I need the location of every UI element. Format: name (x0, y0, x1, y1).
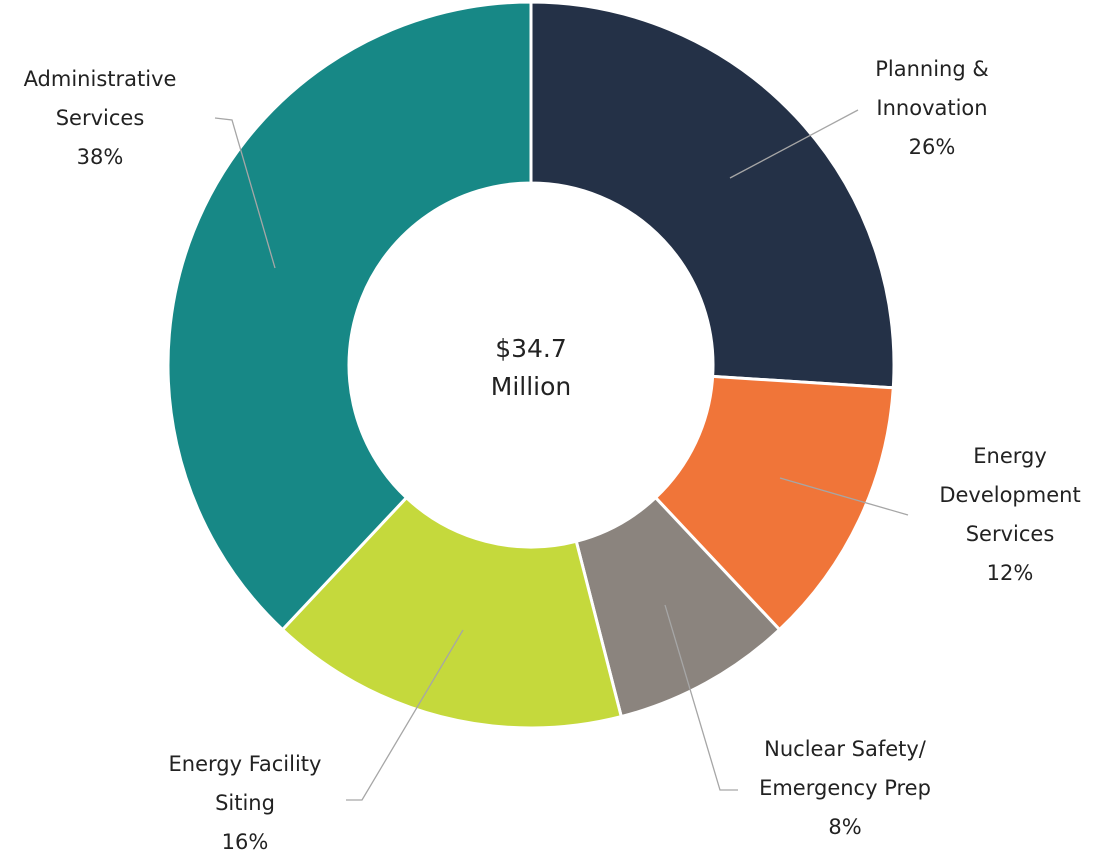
slice-label: Planning & Innovation (875, 57, 989, 120)
slice-label: Nuclear Safety/Emergency Prep (759, 737, 931, 800)
slice-label: Energy Facility Siting (169, 752, 322, 815)
center-label: $34.7 Million (491, 334, 572, 401)
slice-value-label: 16% (222, 830, 269, 850)
slice-label: Energy Development Services (939, 444, 1080, 546)
slice-label: Administrative Services (24, 67, 177, 130)
slice-value-label: 8% (828, 815, 861, 839)
slice-value-label: 12% (987, 561, 1034, 585)
leader-line (664, 604, 738, 791)
leader-line (214, 117, 276, 269)
donut-slice (280, 495, 624, 730)
leader-line (729, 109, 859, 179)
leader-line (779, 477, 909, 516)
leader-line (346, 629, 464, 801)
slice-value-label: 26% (909, 135, 956, 159)
slice-value-label: 38% (77, 145, 124, 169)
donut-slice (529, 0, 896, 390)
donut-slice (653, 374, 895, 632)
donut-slice (166, 0, 533, 632)
